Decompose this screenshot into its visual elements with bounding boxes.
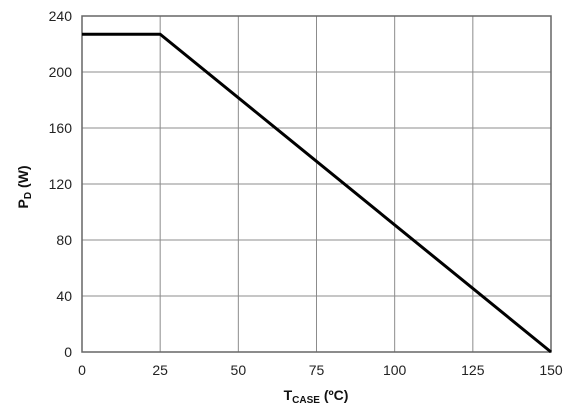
x-tick-label: 75 [309,362,325,378]
y-tick-label: 160 [49,120,73,136]
y-tick-label: 240 [49,8,73,24]
y-tick-labels: 0 40 80 120 160 200 240 [49,8,73,360]
x-tick-label: 50 [231,362,247,378]
power-derating-line [82,32,552,354]
y-axis-title-unit: (W) [15,165,31,191]
y-tick-label: 0 [64,344,72,360]
x-tick-label: 150 [539,362,563,378]
y-axis-title-main: P [15,199,31,208]
x-tick-label: 0 [78,362,86,378]
x-tick-label: 125 [461,362,485,378]
y-axis-title: PD (W) [15,165,34,208]
x-axis-title-main: T [284,387,293,403]
y-tick-label: 80 [56,232,72,248]
x-axis-title-subscript: CASE [292,395,320,406]
x-axis-title: TCASE (ºC) [284,387,349,406]
y-tick-label: 40 [56,288,72,304]
y-axis-title-subscript: D [23,192,34,199]
x-axis-title-unit: (ºC) [320,387,348,403]
grid [81,15,552,353]
x-tick-label: 100 [383,362,407,378]
y-tick-label: 120 [49,176,73,192]
y-tick-label: 200 [49,64,73,80]
x-tick-labels: 0 25 50 75 100 125 150 [78,362,563,378]
plot-frame [81,15,552,353]
x-tick-label: 25 [152,362,168,378]
